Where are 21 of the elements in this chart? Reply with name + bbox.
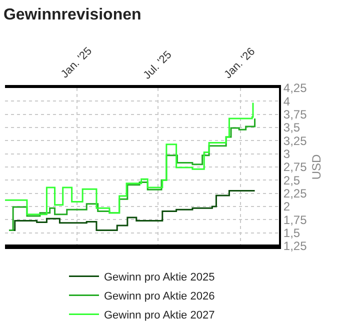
y-tick-label: 3,5 <box>283 120 300 135</box>
legend-label: Gewinn pro Aktie 2026 <box>104 290 215 303</box>
y-tick-label: 1,75 <box>283 212 308 227</box>
y-tick-label: 3,25 <box>283 134 308 148</box>
y-tick-label: 1,25 <box>283 239 308 254</box>
x-tick-label: Jan. '25 <box>58 45 94 81</box>
x-tick-label: Jul. '25 <box>141 48 174 82</box>
y-tick-label: 4,25 <box>283 81 308 96</box>
y-tick-label: 2,75 <box>283 160 308 174</box>
y-axis-title: USD <box>309 154 324 180</box>
legend-label: Gewinn pro Aktie 2027 <box>104 310 215 322</box>
x-tick-label: Jan. '26 <box>222 46 258 82</box>
y-tick-label: 4 <box>283 94 290 108</box>
y-tick-label: 2 <box>283 200 290 214</box>
y-tick-label: 1,5 <box>283 226 300 240</box>
y-tick-label: 3,75 <box>283 108 308 122</box>
y-tick-label: 3 <box>283 147 290 162</box>
chart-title: Gewinnrevisionen <box>3 6 142 24</box>
y-tick-label: 2,25 <box>283 186 308 201</box>
y-tick-label: 2,5 <box>283 173 300 188</box>
legend-label: Gewinn pro Aktie 2025 <box>104 272 215 284</box>
